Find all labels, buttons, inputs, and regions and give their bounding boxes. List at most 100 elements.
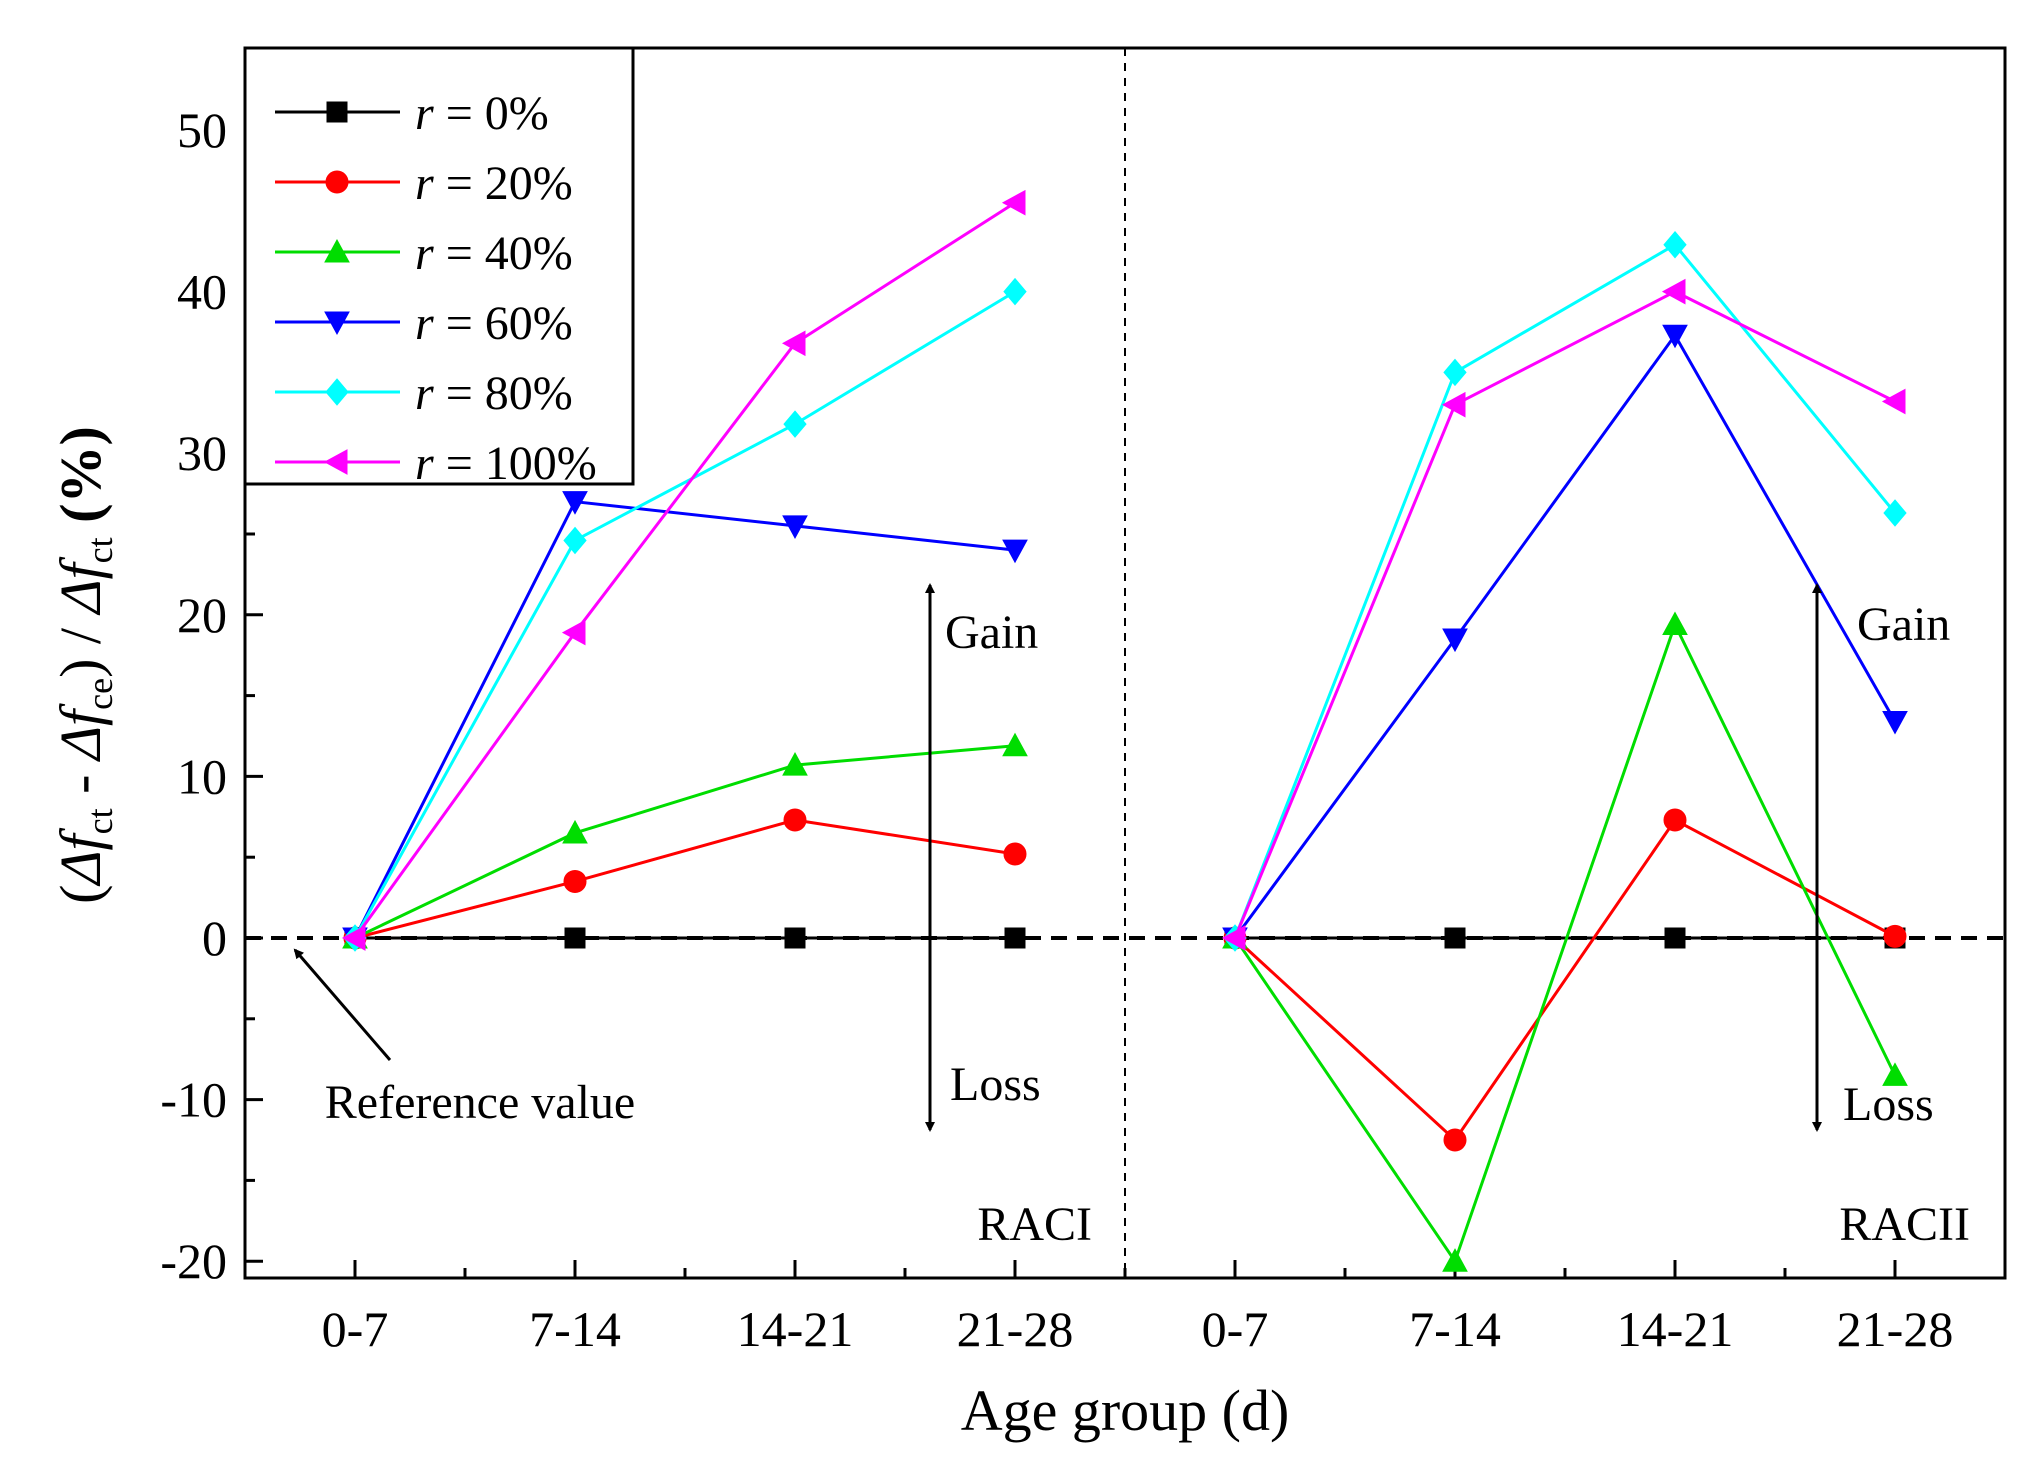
data-point [784,927,806,949]
series-line-RACI [354,818,1016,940]
series-group [341,189,1908,1272]
legend-item: r = 20% [275,157,573,210]
data-point [1882,710,1908,735]
legend-box [243,46,635,486]
x-axis-title: Age group (d) [961,1378,1290,1443]
series-line-RACI [353,290,1016,939]
data-point [781,330,806,357]
y-tick-label: 40 [177,264,227,320]
reference-label: Reference value [325,1076,635,1129]
x-tick-label: 7-14 [529,1301,621,1357]
data-point [1441,391,1466,418]
data-point [1004,927,1026,949]
data-point [562,491,588,515]
data-point [782,752,808,776]
legend: r = 0% r = 20% r = 40% r = 60% r = 80% r = 10… [243,46,635,490]
data-point [1663,230,1687,259]
y-axis: -20 -10 0 10 20 30 40 50 [160,47,263,1289]
y-tick-label: 0 [202,910,227,966]
data-point [1662,324,1688,349]
data-point [1444,927,1466,949]
data-point [1001,189,1026,216]
data-point [783,808,807,832]
data-point [1664,927,1686,949]
racii-gain-label: Gain [1857,598,1950,651]
data-point [783,410,807,438]
series-line-RACII [1233,818,1896,1143]
data-point [563,526,587,555]
series-line-RACII [1233,289,1896,939]
legend-label: r = 0% [415,87,549,140]
legend-marker [325,378,349,406]
data-point [564,927,586,949]
x-axis: 0-7 7-14 14-21 21-28 0-7 7-14 14-21 21-28 [243,1260,2007,1357]
reference-arrow [293,948,392,1061]
y-tick-label: 50 [177,102,227,158]
x-tick-label: 14-21 [1617,1301,1734,1357]
panel-label-racii: RACII [1839,1198,1970,1251]
legend-label: r = 60% [415,297,573,350]
data-point [561,619,586,646]
y-tick-label: 30 [177,425,227,481]
raci-loss-label: Loss [950,1058,1041,1111]
series-line-RACII [1233,620,1897,1265]
series-line-RACI [354,744,1016,940]
data-point [1002,732,1028,757]
data-point [1003,842,1027,866]
x-tick-label: 21-28 [1837,1301,1954,1357]
data-point [1442,1248,1468,1272]
series-line-RACI [353,500,1016,939]
legend-item: r = 40% [275,227,573,280]
data-point [1883,499,1907,527]
data-point [1002,539,1028,564]
x-tick-label: 14-21 [737,1301,854,1357]
legend-marker [324,238,350,263]
legend-marker [325,170,349,194]
legend-marker [323,449,348,475]
raci-gain-label: Gain [945,606,1038,659]
data-point [563,869,587,893]
data-point [1661,278,1686,305]
panel-label-raci: RACI [977,1198,1092,1251]
y-tick-label: 10 [177,748,227,804]
y-tick-label: 20 [177,587,227,643]
data-point [1443,1128,1467,1152]
legend-item: r = 60% [275,297,573,350]
racii-loss-label: Loss [1843,1078,1934,1131]
x-tick-label: 7-14 [1409,1301,1501,1357]
legend-label: r = 100% [415,437,597,490]
data-point [1881,388,1906,415]
legend-item: r = 100% [275,437,597,490]
data-point [341,925,366,951]
y-tick-label: -10 [160,1072,227,1128]
data-point [782,515,808,539]
data-point [1663,808,1687,832]
data-point [1883,924,1907,948]
series-5 [341,189,1906,951]
data-point [1443,358,1467,387]
series-line-RACII [1233,332,1897,939]
data-point [1221,925,1246,951]
data-point [1882,1062,1908,1086]
series-line-RACII [1233,242,1897,939]
x-tick-label: 0-7 [1202,1301,1269,1357]
series-line-RACI [353,201,1016,939]
data-point [562,819,588,844]
x-tick-label: 21-28 [957,1301,1074,1357]
y-tick-label: -20 [160,1233,227,1289]
data-point [1003,277,1027,306]
legend-label: r = 20% [415,157,573,210]
data-point [1662,611,1688,635]
annotations: Reference value Gain Loss Gain Loss RACI RACII [293,583,1970,1251]
x-tick-label: 0-7 [322,1301,389,1357]
legend-item: r = 80% [275,367,573,420]
legend-marker [324,311,350,336]
legend-marker [326,101,348,123]
data-point [1442,628,1468,653]
legend-label: r = 40% [415,227,573,280]
legend-label: r = 80% [415,367,573,420]
legend-item: r = 0% [275,87,549,140]
y-axis-title: (Δfct - Δfce) / Δfct (%) [48,426,120,904]
series-4 [343,230,1907,952]
